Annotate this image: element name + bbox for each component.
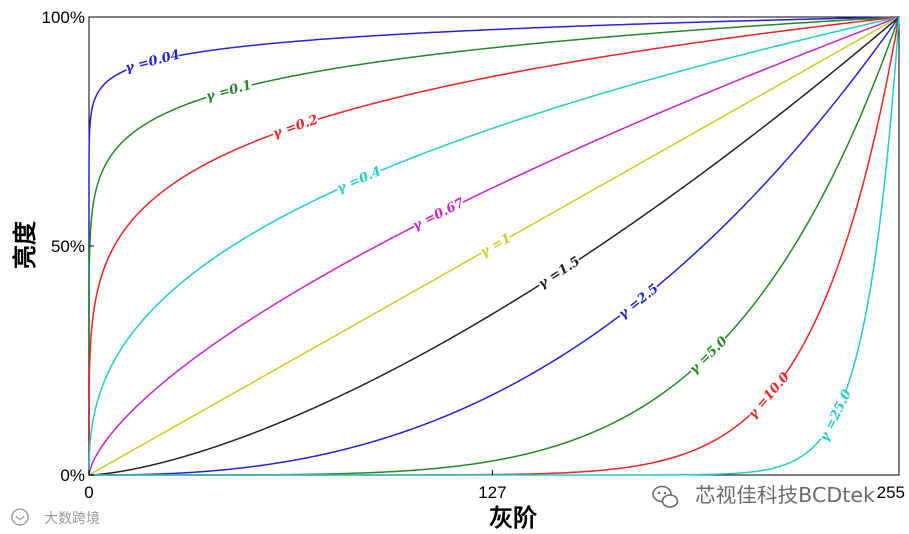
curve-label-bg	[534, 252, 583, 291]
curve-label-group: γ =10.0	[745, 369, 793, 422]
curve-label-bg	[410, 195, 466, 232]
curve-label-bg	[685, 333, 730, 376]
watermark-small-text: 大数跨境	[44, 511, 100, 527]
curve-label-group: γ =5.0	[685, 333, 731, 377]
curve-label-group: γ =0.2	[270, 111, 320, 142]
curve-label: γ =1.5	[536, 254, 583, 292]
curve-label: γ =2.5	[616, 281, 662, 322]
curve-label-bg	[745, 369, 791, 421]
curve-label-bg	[270, 111, 320, 140]
curve-label: γ =0.4	[335, 164, 384, 196]
curve-label: γ =5.0	[687, 334, 731, 377]
curve-label: γ =10.0	[745, 370, 792, 422]
x-tick-label: 127	[478, 483, 506, 502]
curve-label: γ =0.04	[124, 48, 182, 76]
y-axis-label: 亮度	[11, 220, 39, 269]
curve-label-bg	[816, 387, 853, 443]
curve-label-group: γ =25.0	[816, 387, 855, 445]
watermark-bottom-left: 大数跨境	[11, 508, 100, 527]
curve-label-bg	[203, 76, 254, 103]
curve-label-group: γ =1.5	[534, 252, 583, 292]
curve-label-bg	[615, 280, 661, 321]
curve-label: γ =25.0	[817, 388, 855, 445]
x-tick-label: 255	[877, 483, 905, 502]
curve-gamma-0_2	[88, 16, 900, 475]
x-tick-label: 0	[84, 483, 93, 502]
curve-label-group: γ =0.04	[124, 46, 182, 76]
curve-gamma-0_67	[88, 16, 900, 476]
x-axis-label: 灰阶	[489, 504, 537, 532]
ticks-group: 0% 50% 100% 0 127 255	[42, 8, 905, 502]
logo-icon	[11, 508, 29, 526]
curve-label-group: γ =1	[477, 230, 514, 260]
curve-gamma-25	[89, 16, 900, 476]
curves-group: γ =0.04 γ =0.1 γ =0.2 γ =0.4 γ =0.67 γ =1 γ =1…	[88, 16, 900, 476]
curve-label-group: γ =2.5	[615, 280, 662, 322]
curve-label-group: γ =0.4	[334, 163, 384, 197]
curve-label-bg	[477, 230, 513, 259]
curve-label: γ =0.67	[410, 196, 467, 234]
curve-label-bg	[334, 163, 384, 195]
curve-gamma-0_04	[88, 16, 900, 475]
curve-label-group: γ =0.1	[203, 76, 254, 105]
y-tick-label: 0%	[60, 466, 85, 485]
curve-label: γ =0.2	[271, 113, 320, 142]
curve-label-group: γ =0.67	[410, 195, 467, 234]
y-tick-label: 100%	[42, 8, 85, 27]
curve-label-bg	[124, 46, 181, 74]
watermark-text: 芯视佳科技BCDtek	[695, 483, 875, 507]
watermark-bottom-right: 芯视佳科技BCDtek	[652, 483, 875, 508]
curve-gamma-0_1	[88, 16, 900, 475]
wechat-icon	[652, 485, 679, 508]
curve-gamma-0_4	[88, 16, 900, 475]
curve-label: γ =0.1	[204, 78, 253, 105]
y-tick-label: 50%	[51, 237, 85, 256]
curve-label: γ =1	[478, 231, 514, 260]
curve-gamma-1	[88, 16, 900, 476]
